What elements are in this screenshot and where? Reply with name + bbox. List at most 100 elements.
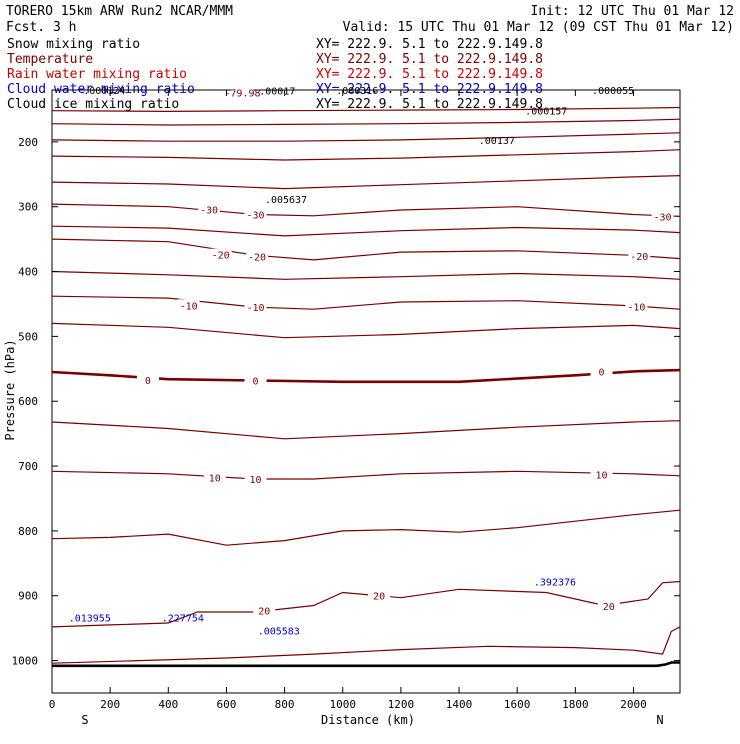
plot-frame: [51, 89, 681, 694]
max-value-9: .005583: [258, 627, 300, 638]
temp-label-7: -10: [180, 301, 198, 312]
max-value-3: .000055: [592, 86, 634, 97]
temp-label-bg-8: [244, 301, 267, 313]
temp-label-4: -20: [212, 251, 230, 262]
contour--10: [51, 295, 681, 310]
temp-label-6: -20: [630, 252, 648, 263]
x-tick-label-9: 1800: [562, 698, 589, 711]
temp-label-bg-2: [244, 208, 267, 220]
max-value-1: .000124: [83, 86, 125, 97]
x-tick-label-4: 800: [275, 698, 295, 711]
temp-label-bg-17: [368, 589, 391, 601]
x-tick-label-10: 2000: [620, 698, 647, 711]
x-axis-label: Distance (km): [321, 713, 415, 727]
temp-label-bg-16: [253, 604, 276, 616]
contour-t5: [51, 175, 681, 190]
temp-label-bg-13: [203, 471, 226, 483]
temp-label-bg-18: [597, 600, 620, 612]
temp-label-bg-14: [244, 473, 267, 485]
y-tick-label-0: 200: [18, 136, 38, 149]
temp-label-bg-9: [625, 300, 648, 312]
temp-label-14: 10: [249, 475, 261, 486]
temp-label-3: -30: [654, 212, 672, 223]
temp-label-16: 20: [258, 607, 270, 618]
contour-t7: [51, 225, 681, 237]
legend-xy-1: XY= 222.9. 5.1 to 222.9.149.8: [316, 52, 543, 67]
temp-label-bg-12: [590, 365, 613, 377]
temp-label-bg-6: [628, 249, 651, 261]
contour--20: [51, 238, 681, 261]
max-value-6: .005637: [265, 195, 307, 206]
south-end-label: S: [81, 713, 88, 727]
y-tick-label-2: 400: [18, 266, 38, 279]
contour-10: [51, 470, 681, 480]
temp-label-bg-3: [651, 210, 674, 222]
temp-label-18: 20: [603, 602, 615, 613]
temp-label-bg-7: [177, 299, 200, 311]
contour-t11: [51, 322, 681, 339]
contour-t9: [51, 270, 681, 280]
temp-label-12: 0: [598, 367, 604, 378]
temp-label-9: -10: [627, 303, 645, 314]
y-tick-label-4: 600: [18, 395, 38, 408]
max-value-7: .013955: [69, 614, 111, 625]
init-time: Init: 12 UTC Thu 01 Mar 12: [531, 4, 735, 19]
temp-label-11: 0: [253, 376, 259, 387]
valid-time: Valid: 15 UTC Thu 01 Mar 12 (09 CST Thu …: [343, 20, 734, 35]
contour-t15: [51, 509, 681, 546]
axes: 0 200 400 600 800 1000 1200 1400 1600 1800 2000200…: [12, 90, 680, 711]
x-tick-label-3: 600: [217, 698, 237, 711]
contour-t4: [51, 149, 681, 161]
contour-0: [51, 368, 681, 384]
max-value-8: .227754: [162, 614, 204, 625]
x-tick-label-1: 200: [100, 698, 120, 711]
legend-label-4: Cloud ice mixing ratio: [7, 97, 179, 112]
y-tick-label-3: 500: [18, 330, 38, 343]
legend-xy-2: XY= 222.9. 5.1 to 222.9.149.8: [316, 67, 543, 82]
temp-label-1: -30: [200, 205, 218, 216]
max-value-5: .00137: [479, 136, 515, 147]
y-axis-label: Pressure (hPa): [3, 339, 17, 440]
max-value-2: .000316: [336, 86, 378, 97]
temperature-contours: [51, 106, 681, 664]
temp-label-bg-10: [136, 373, 159, 385]
y-tick-label-1: 300: [18, 201, 38, 214]
contour--30: [51, 203, 681, 217]
maxima-labels: .00017 .000124 .000316 .000055 .000157 .00137…: [69, 86, 634, 638]
temp-label-10: 0: [145, 376, 151, 387]
temp-label-2: -30: [246, 210, 264, 221]
x-tick-label-0: 0: [49, 698, 56, 711]
x-tick-label-8: 1600: [504, 698, 531, 711]
north-end-label: N: [656, 713, 663, 727]
temp-label-bg-0: [231, 86, 254, 98]
temp-label-bg-4: [209, 248, 232, 260]
temp-label-13: 10: [209, 474, 221, 485]
temp-label-bg-15: [590, 468, 613, 480]
x-tick-label-2: 400: [158, 698, 178, 711]
x-tick-label-6: 1200: [388, 698, 415, 711]
legend: Snow mixing ratio XY= 222.9. 5.1 to 222.9…: [7, 37, 543, 112]
legend-label-1: Temperature: [7, 52, 93, 67]
ground-line: [52, 661, 680, 668]
y-tick-label-6: 800: [18, 525, 38, 538]
temperature-labels: -79.98 -30 -30 -30 -20 -20 -20 -10 -10 -10 0 0 0 10 10…: [136, 86, 674, 618]
contour-t1: [51, 106, 681, 113]
legend-xy-0: XY= 222.9. 5.1 to 222.9.149.8: [316, 37, 543, 52]
max-value-10: .392376: [534, 577, 576, 588]
temp-label-5: -20: [248, 253, 266, 264]
max-value-4: .000157: [525, 107, 567, 118]
contour-t2: [51, 118, 681, 126]
x-tick-label-5: 1000: [329, 698, 356, 711]
temp-label-8: -10: [246, 303, 264, 314]
legend-xy-4: XY= 222.9. 5.1 to 222.9.149.8: [316, 97, 543, 112]
forecast-hour: Fcst. 3 h: [6, 20, 76, 35]
contour-t17: [51, 626, 681, 664]
temp-label-15: 10: [595, 470, 607, 481]
max-value-0: .00017: [259, 87, 295, 98]
y-tick-label-5: 700: [18, 460, 38, 473]
temp-label-0: -79.98: [224, 89, 260, 100]
temp-label-bg-11: [244, 374, 267, 386]
ground-surface: [52, 661, 680, 668]
